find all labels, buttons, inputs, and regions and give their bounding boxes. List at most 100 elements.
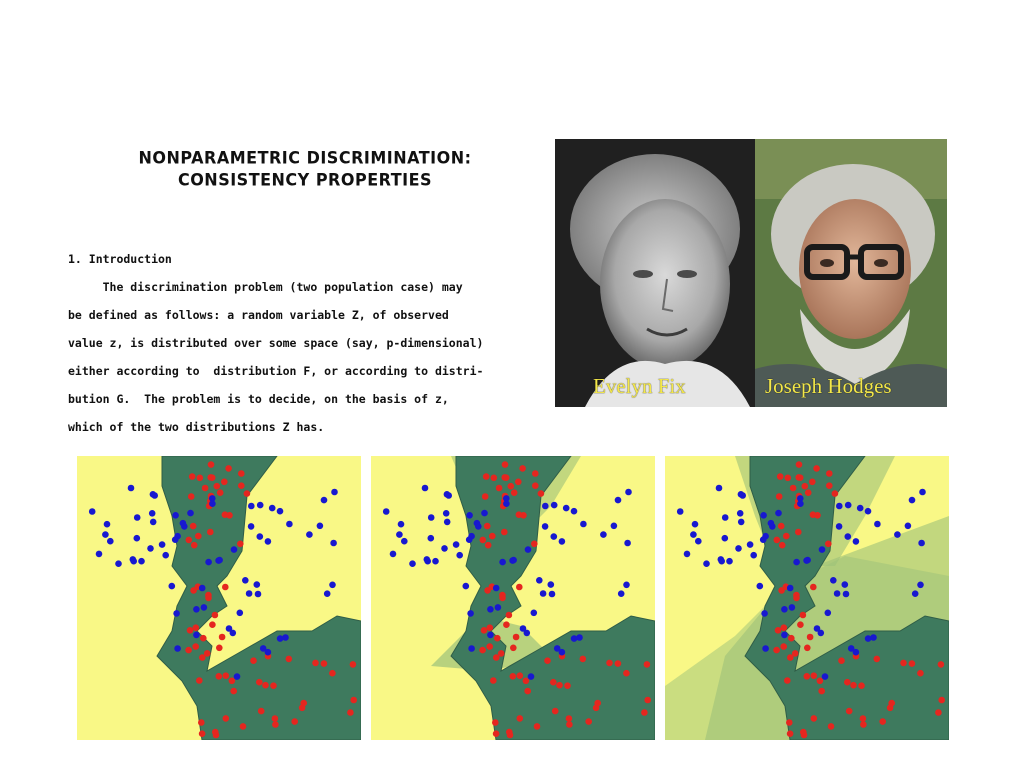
point-class-b <box>468 645 475 652</box>
point-class-a <box>579 655 587 663</box>
portrait-joseph-hodges: Joseph Hodges <box>755 139 947 407</box>
point-class-b <box>323 590 331 597</box>
point-class-a <box>503 621 510 628</box>
point-class-b <box>286 520 293 528</box>
point-class-a <box>490 677 497 684</box>
point-class-b <box>264 538 272 545</box>
decision-plot-1 <box>77 456 361 740</box>
point-class-b <box>396 531 403 538</box>
point-class-a <box>190 541 198 549</box>
point-class-a <box>806 633 814 641</box>
point-class-a <box>818 687 825 695</box>
point-class-b <box>547 581 555 588</box>
point-class-b <box>193 631 200 639</box>
point-class-a <box>800 728 807 736</box>
point-class-a <box>205 594 212 602</box>
caption-joseph-hodges: Joseph Hodges <box>765 374 892 398</box>
point-class-a <box>799 611 807 619</box>
point-class-a <box>329 669 336 677</box>
paper-line-3: value z, is distributed over some space … <box>68 336 484 350</box>
point-class-a <box>196 677 203 684</box>
point-class-a <box>238 470 245 477</box>
point-class-b <box>718 557 725 565</box>
point-class-b <box>527 673 535 680</box>
point-class-a <box>189 522 197 530</box>
point-class-a <box>228 677 236 685</box>
point-class-a <box>795 528 802 536</box>
point-class-b <box>103 520 111 528</box>
point-class-a <box>493 654 500 661</box>
point-class-a <box>556 681 563 689</box>
point-class-b <box>172 512 179 519</box>
point-class-b <box>503 495 510 502</box>
section-heading: 1. Introduction <box>68 252 172 266</box>
point-class-b <box>233 673 241 680</box>
point-class-b <box>253 581 261 588</box>
point-class-b <box>746 541 754 548</box>
point-class-b <box>427 514 435 521</box>
point-class-b <box>762 645 769 652</box>
point-class-a <box>786 719 793 726</box>
point-class-a <box>486 624 494 631</box>
point-class-a <box>831 490 839 497</box>
point-class-a <box>272 721 279 728</box>
point-class-b <box>130 557 137 565</box>
point-class-a <box>347 709 354 716</box>
point-class-a <box>531 540 538 548</box>
point-class-a <box>524 687 531 695</box>
point-class-b <box>836 502 843 510</box>
point-class-a <box>825 540 832 548</box>
point-class-a <box>481 493 489 500</box>
point-class-a <box>222 715 230 722</box>
point-class-b <box>225 625 233 632</box>
point-class-a <box>243 490 251 497</box>
point-class-b <box>775 509 782 517</box>
point-class-b <box>852 648 860 656</box>
point-class-b <box>389 550 397 558</box>
point-class-b <box>703 560 710 567</box>
point-class-b <box>580 520 587 528</box>
point-class-a <box>787 654 794 661</box>
point-class-a <box>216 644 223 652</box>
point-class-a <box>803 673 811 680</box>
point-class-b <box>570 635 578 642</box>
point-class-a <box>532 482 539 489</box>
point-class-a <box>510 489 518 496</box>
point-class-a <box>482 473 490 480</box>
point-class-a <box>211 611 219 619</box>
point-class-b <box>558 538 566 545</box>
point-class-a <box>209 621 216 628</box>
point-class-a <box>312 659 319 667</box>
point-class-b <box>576 634 583 641</box>
point-class-a <box>480 627 488 634</box>
point-class-a <box>512 633 520 641</box>
point-class-a <box>190 587 197 594</box>
point-class-a <box>564 682 571 689</box>
point-class-a <box>208 474 216 481</box>
point-class-a <box>200 634 207 642</box>
point-class-a <box>509 673 517 680</box>
point-class-a <box>533 723 541 730</box>
point-class-b <box>786 584 794 592</box>
point-class-b <box>735 545 742 552</box>
point-class-a <box>213 482 221 490</box>
point-class-a <box>566 721 573 728</box>
point-class-a <box>192 643 199 650</box>
point-class-b <box>797 500 804 507</box>
point-class-b <box>149 518 157 526</box>
point-class-a <box>285 655 293 663</box>
point-class-b <box>788 604 796 611</box>
point-class-b <box>481 509 488 517</box>
point-class-b <box>844 501 852 509</box>
point-class-b <box>329 581 336 589</box>
point-class-b <box>151 492 158 499</box>
point-class-b <box>739 492 746 499</box>
paper-line-6: which of the two distributions Z has. <box>68 420 325 434</box>
point-class-b <box>550 501 558 509</box>
point-class-b <box>864 507 872 515</box>
point-class-a <box>585 718 592 725</box>
point-class-b <box>918 539 925 547</box>
point-class-a <box>937 661 945 668</box>
point-class-a <box>250 657 257 664</box>
point-class-a <box>810 583 817 591</box>
